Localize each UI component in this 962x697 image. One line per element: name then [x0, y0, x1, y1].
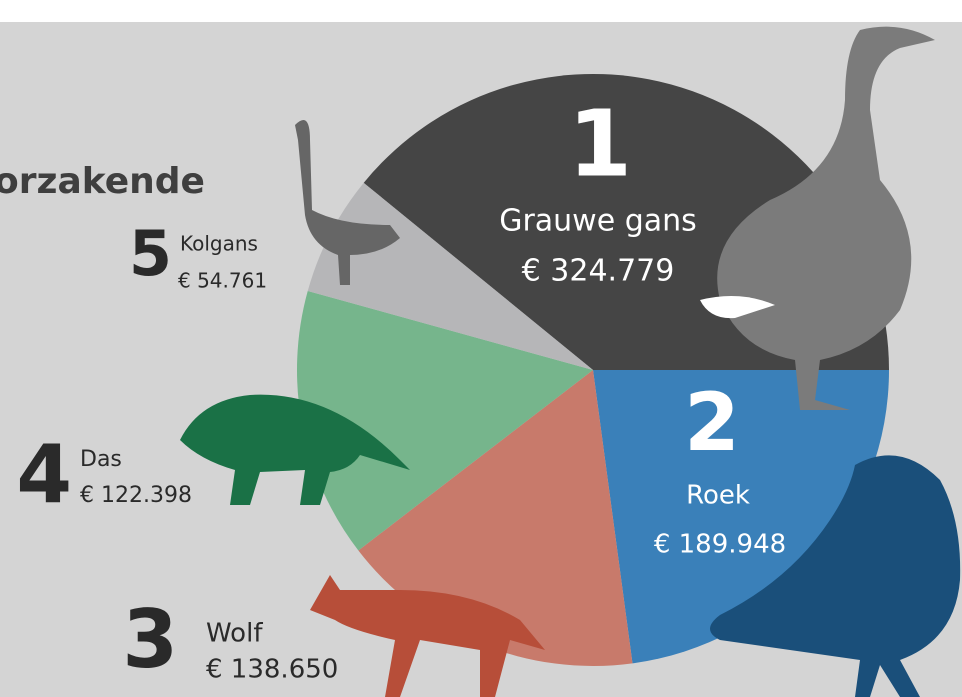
chart-title: orzakende	[0, 161, 205, 202]
category-label: Roek	[686, 481, 750, 511]
value-label: € 138.650	[206, 655, 338, 685]
rank-number: 4	[16, 428, 72, 521]
category-label: Kolgans	[180, 232, 258, 256]
category-label: Wolf	[206, 619, 263, 649]
value-label: € 54.761	[178, 269, 267, 293]
rank-number: 5	[129, 217, 172, 290]
value-label: € 324.779	[522, 254, 675, 289]
rank-number: 1	[568, 90, 632, 197]
value-label: € 189.948	[654, 530, 786, 560]
rank-number: 2	[684, 376, 740, 469]
value-label: € 122.398	[80, 483, 192, 508]
infographic: orzakende 1 Grauwe gans € 324.779 2 Roek € 18…	[0, 0, 962, 697]
rank-number: 3	[122, 593, 178, 686]
category-label: Grauwe gans	[499, 204, 697, 239]
category-label: Das	[80, 447, 122, 472]
